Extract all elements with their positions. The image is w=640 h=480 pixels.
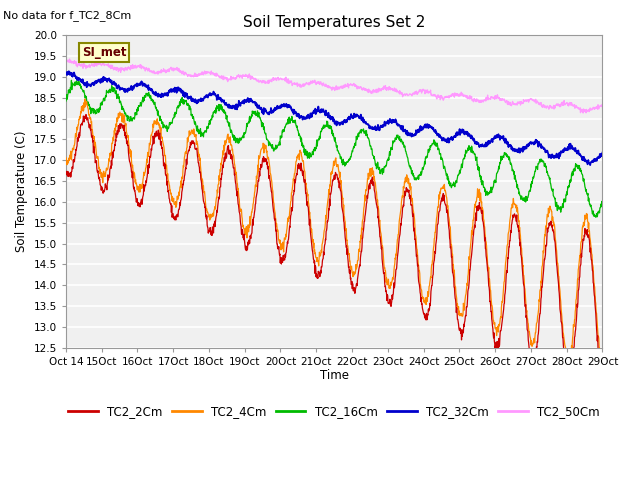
X-axis label: Time: Time bbox=[319, 370, 349, 383]
Y-axis label: Soil Temperature (C): Soil Temperature (C) bbox=[15, 131, 28, 252]
Legend: TC2_2Cm, TC2_4Cm, TC2_16Cm, TC2_32Cm, TC2_50Cm: TC2_2Cm, TC2_4Cm, TC2_16Cm, TC2_32Cm, TC… bbox=[63, 400, 605, 423]
Text: No data for f_TC2_8Cm: No data for f_TC2_8Cm bbox=[3, 11, 131, 22]
Title: Soil Temperatures Set 2: Soil Temperatures Set 2 bbox=[243, 15, 426, 30]
Text: SI_met: SI_met bbox=[82, 46, 127, 59]
